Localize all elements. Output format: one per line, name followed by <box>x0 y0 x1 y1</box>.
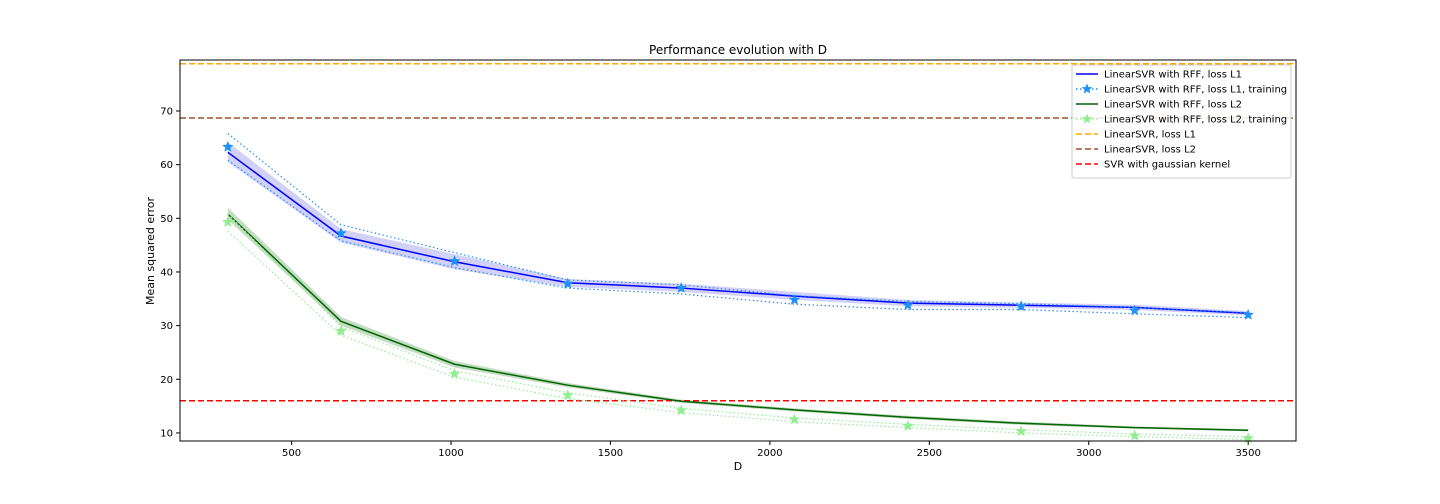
marker-series-1-5 <box>788 293 801 305</box>
plot-frame <box>179 59 1297 442</box>
marker-series-1-8 <box>1128 304 1141 316</box>
y-axis-label: Mean squared error <box>144 197 157 306</box>
y-tick-label: 70 <box>160 106 173 117</box>
line-series-0 <box>227 151 1249 315</box>
marker-series-3-3 <box>561 389 574 401</box>
marker-series-3-7 <box>1015 425 1028 437</box>
x-tick-label: 1000 <box>438 448 463 459</box>
marker-series-1-3 <box>561 277 574 289</box>
legend: LinearSVR with RFF, loss L1 LinearSVR wit… <box>1071 64 1292 179</box>
legend-label-4: LinearSVR, loss L1 <box>1104 130 1196 141</box>
dotted-bound-series-3-band_low <box>227 230 1249 440</box>
y-axis-ticks: 10 20 30 40 50 60 70 <box>160 106 180 439</box>
x-tick-label: 2500 <box>917 448 942 459</box>
marker-series-1-0 <box>221 140 234 152</box>
x-tick-label: 2000 <box>757 448 782 459</box>
series-lines <box>227 133 1249 440</box>
x-tick-label: 1500 <box>598 448 623 459</box>
x-tick-label: 3500 <box>1235 448 1260 459</box>
y-tick-label: 50 <box>160 214 173 225</box>
marker-series-1-4 <box>675 281 688 294</box>
y-tick-label: 40 <box>160 267 173 278</box>
legend-label-1: LinearSVR with RFF, loss L1, training <box>1104 85 1287 96</box>
x-tick-label: 3000 <box>1076 448 1101 459</box>
marker-series-1-1 <box>335 227 347 239</box>
y-tick-label: 20 <box>160 375 173 386</box>
band-series-0 <box>227 142 1249 316</box>
line-series-2 <box>227 213 1249 432</box>
marker-series-3-0 <box>221 215 234 228</box>
y-tick-label: 60 <box>160 160 173 171</box>
confidence-bands <box>227 142 1249 432</box>
marker-series-3-2 <box>448 367 461 379</box>
marker-series-1-7 <box>1015 300 1028 312</box>
marker-series-1-6 <box>902 299 914 311</box>
dotted-bound-series-1-band_high <box>227 133 1249 314</box>
legend-marker-3 <box>1081 113 1093 124</box>
chart-title: Performance evolution with D <box>649 43 827 57</box>
marker-series-3-1 <box>335 324 347 337</box>
dotted-bound-series-1-band_low <box>227 159 1249 319</box>
series-markers <box>221 140 1255 444</box>
x-tick-label: 500 <box>282 448 301 459</box>
x-axis-label: D <box>734 460 742 473</box>
legend-label-0: LinearSVR with RFF, loss L1 <box>1104 70 1242 81</box>
marker-series-3-5 <box>788 413 801 425</box>
marker-series-3-6 <box>902 419 914 431</box>
y-tick-label: 10 <box>160 428 173 439</box>
y-tick-label: 30 <box>160 321 173 332</box>
legend-marker-1 <box>1081 83 1093 94</box>
marker-series-1-9 <box>1242 308 1255 320</box>
marker-series-3-8 <box>1128 429 1141 441</box>
marker-series-3-4 <box>675 404 688 416</box>
legend-label-5: LinearSVR, loss L2 <box>1104 145 1196 156</box>
legend-box <box>1071 64 1292 179</box>
legend-label-6: SVR with gaussian kernel <box>1104 160 1230 171</box>
legend-label-3: LinearSVR with RFF, loss L2, training <box>1104 115 1287 126</box>
marker-series-1-2 <box>448 255 461 267</box>
legend-label-2: LinearSVR with RFF, loss L2 <box>1104 100 1242 111</box>
dotted-bound-series-3-band_high <box>227 213 1249 438</box>
x-axis-ticks: 500 1000 1500 2000 2500 3000 3500 <box>282 441 1261 459</box>
